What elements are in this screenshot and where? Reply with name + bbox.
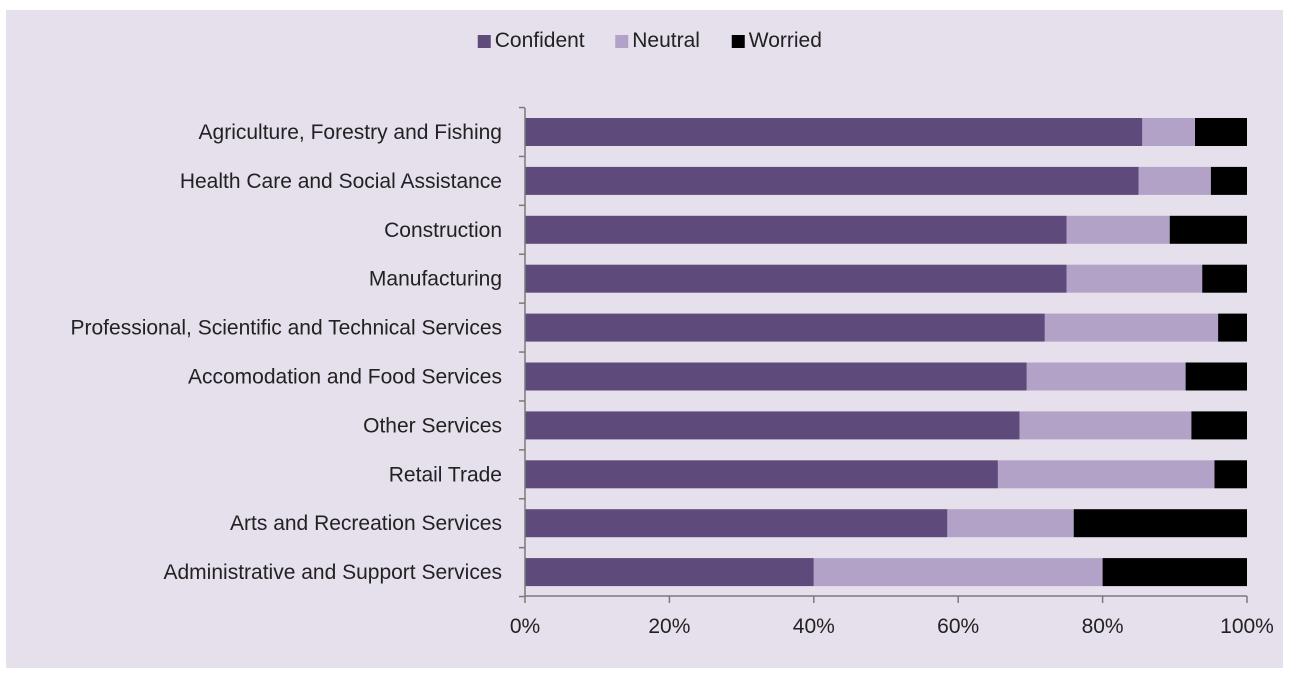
bar-confident-1 xyxy=(525,118,1143,146)
x-tick-label: 20% xyxy=(648,615,690,638)
category-label: Health Care and Social Assistance xyxy=(180,170,502,193)
x-tick-label: 0% xyxy=(510,615,540,638)
bar-confident-4 xyxy=(525,264,1067,293)
bar-worried-10 xyxy=(1102,558,1247,587)
bar-neutral-3 xyxy=(1066,215,1170,244)
bar-neutral-4 xyxy=(1066,264,1203,293)
x-tick-label: 80% xyxy=(1082,615,1124,638)
category-label: Professional, Scientific and Technical S… xyxy=(71,317,503,340)
x-tick-label: 60% xyxy=(937,615,979,638)
x-tick-label: 100% xyxy=(1220,615,1274,638)
legend-label-confident: Confident xyxy=(495,29,585,52)
bar-confident-5 xyxy=(525,313,1045,342)
bar-neutral-2 xyxy=(1138,166,1211,195)
bar-worried-9 xyxy=(1073,509,1247,538)
bar-confident-2 xyxy=(525,166,1139,195)
bar-neutral-1 xyxy=(1142,118,1196,146)
bar-neutral-5 xyxy=(1044,313,1219,342)
category-label: Manufacturing xyxy=(369,268,502,291)
bars xyxy=(525,118,1247,587)
legend-swatch-confident xyxy=(477,35,491,48)
bar-confident-3 xyxy=(525,215,1067,244)
bar-worried-8 xyxy=(1214,460,1247,489)
category-label: Agriculture, Forestry and Fishing xyxy=(199,121,502,144)
category-label: Construction xyxy=(384,219,502,242)
legend: Confident Neutral Worried xyxy=(477,29,822,52)
bar-neutral-8 xyxy=(997,460,1215,489)
category-label: Accomodation and Food Services xyxy=(188,366,502,389)
bar-confident-9 xyxy=(525,509,948,538)
bar-worried-6 xyxy=(1185,362,1247,391)
bar-neutral-9 xyxy=(947,509,1074,538)
bar-neutral-7 xyxy=(1019,411,1192,440)
category-label: Other Services xyxy=(363,414,502,437)
bar-confident-10 xyxy=(525,558,814,587)
legend-label-worried: Worried xyxy=(749,29,822,52)
x-tick-label: 40% xyxy=(793,615,835,638)
legend-swatch-neutral xyxy=(615,35,629,48)
bar-worried-3 xyxy=(1169,215,1247,244)
category-label: Arts and Recreation Services xyxy=(230,512,502,535)
category-labels: Agriculture, Forestry and Fishing Health … xyxy=(71,121,503,584)
bar-worried-1 xyxy=(1195,118,1247,146)
bar-worried-7 xyxy=(1191,411,1247,440)
bar-worried-2 xyxy=(1210,166,1247,195)
x-tick-labels: 0% 20% 40% 60% 80% 100% xyxy=(510,615,1274,638)
bar-confident-6 xyxy=(525,362,1027,391)
category-label: Retail Trade xyxy=(389,463,502,486)
bar-worried-5 xyxy=(1218,313,1247,342)
bar-neutral-6 xyxy=(1026,362,1186,391)
bar-neutral-10 xyxy=(813,558,1103,587)
bar-worried-4 xyxy=(1202,264,1247,293)
legend-label-neutral: Neutral xyxy=(632,29,700,52)
bar-confident-7 xyxy=(525,411,1020,440)
category-label: Administrative and Support Services xyxy=(164,561,503,584)
legend-swatch-worried xyxy=(731,35,745,48)
bar-confident-8 xyxy=(525,460,998,489)
axes xyxy=(519,106,1248,603)
